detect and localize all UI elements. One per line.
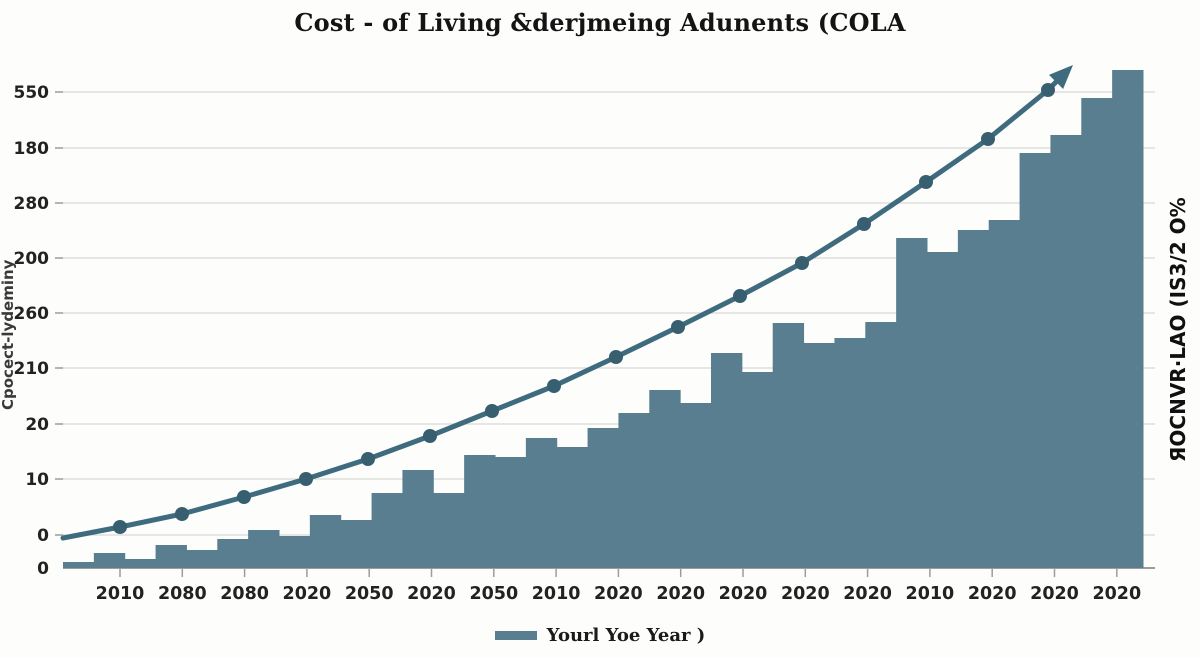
bar <box>896 238 928 568</box>
y-tick-label: 260 <box>14 304 50 324</box>
trend-marker <box>671 320 685 334</box>
trend-marker <box>423 429 437 443</box>
bar <box>309 515 342 568</box>
x-tick-label: 2020 <box>781 584 830 604</box>
bar <box>63 562 95 568</box>
y-tick-label: 280 <box>14 194 50 214</box>
bar <box>155 545 187 568</box>
bar <box>680 403 712 568</box>
trend-marker <box>795 256 809 270</box>
x-tick-label: 2010 <box>96 584 145 604</box>
legend-swatch-icon <box>494 631 537 640</box>
x-tick-label: 2020 <box>656 584 705 604</box>
bar <box>618 413 650 568</box>
trend-marker <box>733 289 747 303</box>
bar <box>556 447 589 568</box>
legend: Yourl Yoe Year ) <box>0 625 1200 646</box>
x-tick-label: 2080 <box>220 584 269 604</box>
x-tick-label: 2020 <box>968 584 1017 604</box>
bar <box>834 338 866 568</box>
x-tick-label: 2020 <box>719 584 768 604</box>
bar <box>93 553 126 568</box>
left-y-axis-label: Cpocect-lydeminy <box>0 259 17 411</box>
bar <box>772 323 805 568</box>
bar <box>1050 135 1082 568</box>
y-tick-label: 550 <box>14 83 50 103</box>
bar <box>741 372 774 568</box>
trend-marker <box>857 217 871 231</box>
y-tick-label: 0 <box>37 559 49 579</box>
trend-line <box>60 77 1061 541</box>
trend-marker <box>981 132 995 146</box>
bar <box>803 343 835 568</box>
bar <box>433 493 465 568</box>
trend-marker <box>361 452 375 466</box>
bar <box>1081 98 1113 568</box>
bar <box>957 230 990 568</box>
x-tick-label: 2080 <box>158 584 207 604</box>
trend-arrowhead-icon <box>1048 65 1073 90</box>
x-tick-label: 2010 <box>532 584 581 604</box>
bar <box>186 550 218 568</box>
trend-marker <box>237 490 251 504</box>
trend-marker <box>919 175 933 189</box>
x-tick-label: 2010 <box>906 584 955 604</box>
bar <box>711 353 743 568</box>
x-tick-label: 2050 <box>345 584 394 604</box>
x-tick-label: 2020 <box>1092 584 1141 604</box>
trend-marker <box>485 404 499 418</box>
bar <box>464 455 496 568</box>
right-y-axis-label: ЯOCNVR·LAO (IS3/2 O% <box>1166 197 1190 462</box>
bar <box>865 322 897 568</box>
bar <box>217 539 249 568</box>
bar <box>340 520 373 568</box>
x-tick-label: 2050 <box>469 584 518 604</box>
bar <box>248 530 280 568</box>
bar <box>1019 153 1051 568</box>
y-tick-label: 20 <box>25 415 49 435</box>
chart-title: Cost - of Living &derjmeing Adunents (CO… <box>294 8 906 37</box>
bar <box>402 470 434 568</box>
x-tick-label: 2020 <box>283 584 332 604</box>
bar <box>927 252 959 568</box>
legend-label: Yourl Yoe Year ) <box>546 625 706 646</box>
y-tick-label: 200 <box>14 249 50 269</box>
trend-marker <box>175 507 189 521</box>
trend-marker <box>547 379 561 393</box>
bar <box>279 536 311 568</box>
trend-marker <box>1041 83 1055 97</box>
bar <box>525 438 558 568</box>
x-tick-label: 2020 <box>594 584 643 604</box>
y-tick-label: 10 <box>25 470 49 490</box>
trend-marker <box>609 350 623 364</box>
bar <box>988 220 1021 568</box>
x-tick-label: 2020 <box>843 584 892 604</box>
bar <box>124 559 157 568</box>
y-tick-label: 210 <box>14 359 50 379</box>
y-tick-label: 180 <box>14 139 50 159</box>
bar <box>495 457 527 568</box>
y-tick-label: 0 <box>37 526 49 546</box>
bar <box>1112 70 1144 568</box>
x-tick-label: 2020 <box>407 584 456 604</box>
bar <box>371 493 403 568</box>
bar <box>649 390 681 568</box>
trend-marker <box>299 472 313 486</box>
trend-marker <box>113 520 127 534</box>
bar <box>587 428 619 568</box>
x-tick-label: 2020 <box>1030 584 1079 604</box>
